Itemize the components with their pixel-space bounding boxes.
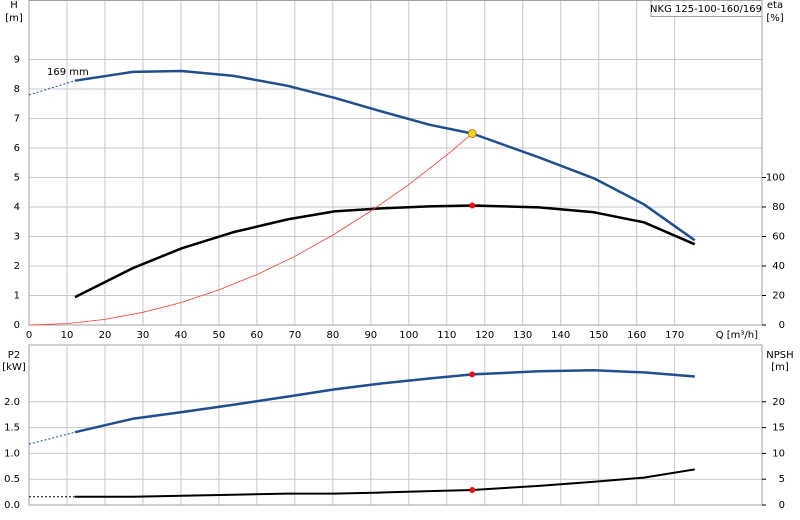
y-tick-label: 9 bbox=[14, 55, 20, 66]
y-axis-unit: [m] bbox=[5, 13, 23, 24]
y-tick-label: 1 bbox=[14, 291, 20, 302]
y-axis-label: P2 bbox=[8, 350, 20, 361]
y-tick-label: 7 bbox=[14, 114, 20, 125]
y2-tick-label: 15 bbox=[772, 423, 785, 434]
curve bbox=[74, 369, 695, 434]
x-tick-label: 50 bbox=[213, 330, 226, 341]
y2-tick-label: 60 bbox=[772, 232, 785, 243]
y-tick-label: 0 bbox=[14, 320, 20, 331]
x-tick-label: 70 bbox=[288, 330, 301, 341]
duty-point bbox=[469, 371, 476, 378]
x-tick-label: 80 bbox=[326, 330, 339, 341]
title-box bbox=[650, 0, 763, 17]
x-tick-label: 30 bbox=[137, 330, 150, 341]
y2-tick-label: 100 bbox=[766, 173, 785, 184]
x-tick-label: 60 bbox=[251, 330, 264, 341]
y-tick-label: 0.5 bbox=[4, 474, 20, 485]
duty-point bbox=[469, 202, 476, 209]
bottom-plot-frame bbox=[28, 344, 763, 506]
y2-axis-unit: [%] bbox=[766, 13, 783, 24]
data-layer bbox=[28, 69, 696, 498]
y2-tick-label: 0 bbox=[779, 320, 785, 331]
y-tick-label: 5 bbox=[14, 173, 20, 184]
extension-line bbox=[28, 80, 76, 96]
x-tick-label: 130 bbox=[513, 330, 532, 341]
x-tick-label: 20 bbox=[99, 330, 112, 341]
y-tick-label: 4 bbox=[14, 202, 20, 213]
curve bbox=[74, 69, 696, 242]
x-tick-label: 10 bbox=[61, 330, 74, 341]
y-tick-label: 1.5 bbox=[4, 423, 20, 434]
x-tick-label: 150 bbox=[589, 330, 608, 341]
curve bbox=[75, 468, 695, 498]
y-tick-label: 8 bbox=[14, 84, 20, 95]
x-tick-label: 110 bbox=[437, 330, 456, 341]
x-axis-label: Q [m³/h] bbox=[716, 330, 758, 341]
extension-line bbox=[28, 431, 76, 445]
y2-axis-label: NPSH bbox=[766, 350, 793, 361]
impeller-annotation: 169 mm bbox=[47, 67, 89, 78]
x-tick-label: 160 bbox=[627, 330, 646, 341]
y2-axis-unit: [m] bbox=[771, 362, 789, 373]
y2-tick-label: 20 bbox=[772, 397, 785, 408]
x-tick-label: 170 bbox=[665, 330, 684, 341]
x-tick-label: 100 bbox=[399, 330, 418, 341]
duty-point bbox=[467, 129, 477, 138]
y2-tick-label: 0 bbox=[779, 500, 785, 511]
y2-tick-label: 5 bbox=[779, 474, 785, 485]
y-tick-label: 1.0 bbox=[4, 448, 20, 459]
y-tick-label: 2 bbox=[14, 261, 20, 272]
curve bbox=[28, 133, 473, 326]
duty-point bbox=[469, 487, 476, 494]
y2-axis-label: eta bbox=[767, 0, 783, 11]
y-tick-label: 0.0 bbox=[4, 500, 20, 511]
y-tick-label: 2.0 bbox=[4, 397, 20, 408]
x-tick-label: 0 bbox=[26, 330, 32, 341]
x-tick-label: 120 bbox=[475, 330, 494, 341]
y2-tick-label: 80 bbox=[772, 202, 785, 213]
x-tick-label: 40 bbox=[175, 330, 188, 341]
x-tick-label: 140 bbox=[551, 330, 570, 341]
y2-tick-label: 10 bbox=[772, 448, 785, 459]
chart-title: NKG 125-100-160/169 bbox=[650, 4, 762, 15]
y2-tick-label: 40 bbox=[772, 261, 785, 272]
x-tick-label: 90 bbox=[364, 330, 377, 341]
y-axis-label: H bbox=[10, 0, 18, 11]
top-plot-frame bbox=[28, 0, 763, 326]
y2-tick-label: 20 bbox=[772, 291, 785, 302]
y-tick-label: 3 bbox=[14, 232, 20, 243]
curve bbox=[74, 204, 696, 299]
y-axis-unit: [kW] bbox=[2, 362, 26, 373]
y-tick-label: 6 bbox=[14, 143, 20, 154]
grid-layer bbox=[28, 0, 762, 506]
